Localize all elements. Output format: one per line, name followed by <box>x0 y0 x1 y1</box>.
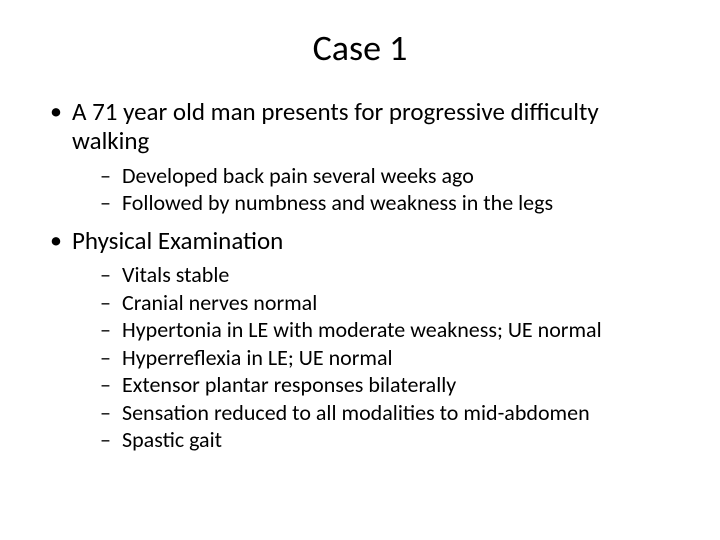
sub-bullet-item: Spastic gait <box>100 426 680 454</box>
sub-bullet-item: Vitals stable <box>100 261 680 289</box>
slide-title: Case 1 <box>40 26 680 70</box>
bullet-list: A 71 year old man presents for progressi… <box>46 98 680 454</box>
sub-bullet-item: Followed by numbness and weakness in the… <box>100 189 680 217</box>
bullet-text: A 71 year old man presents for progressi… <box>72 96 599 156</box>
bullet-text: Physical Examination <box>72 225 283 256</box>
sub-bullet-item: Cranial nerves normal <box>100 289 680 317</box>
sub-bullet-item: Extensor plantar responses bilaterally <box>100 371 680 399</box>
sub-bullet-item: Hyperreflexia in LE; UE normal <box>100 344 680 372</box>
sub-bullet-list: Vitals stable Cranial nerves normal Hype… <box>100 261 680 454</box>
bullet-item: A 71 year old man presents for progressi… <box>46 98 680 217</box>
sub-bullet-list: Developed back pain several weeks ago Fo… <box>100 162 680 217</box>
bullet-item: Physical Examination Vitals stable Crani… <box>46 227 680 454</box>
sub-bullet-item: Sensation reduced to all modalities to m… <box>100 399 680 427</box>
slide: { "title": "Case 1", "bullets": [ { "tex… <box>0 0 720 540</box>
sub-bullet-item: Hypertonia in LE with moderate weakness;… <box>100 316 680 344</box>
sub-bullet-item: Developed back pain several weeks ago <box>100 162 680 190</box>
